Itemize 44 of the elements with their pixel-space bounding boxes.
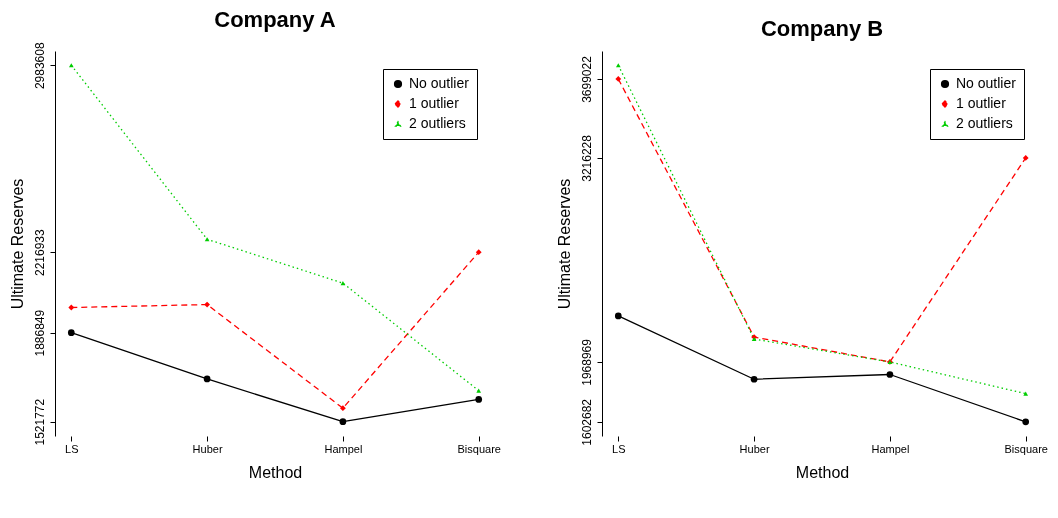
legend-label: 1 outlier — [409, 95, 460, 111]
point — [68, 304, 75, 311]
x-tick-label: Bisquare — [457, 442, 501, 455]
x-tick-label: Huber — [739, 442, 770, 455]
x-tick-label: LS — [612, 442, 626, 455]
point — [476, 388, 482, 393]
point — [203, 375, 211, 383]
x-tick-label: Huber — [192, 442, 223, 455]
chart-title: Company B — [760, 16, 884, 41]
y-tick-label: 3699022 — [579, 55, 594, 103]
point — [614, 312, 622, 320]
point — [475, 249, 482, 256]
y-tick-label: 1968969 — [579, 338, 594, 386]
legend-label: 2 outliers — [956, 115, 1013, 131]
legend-label: No outlier — [409, 75, 470, 91]
y-tick-label: 1886849 — [32, 309, 47, 357]
y-tick-label: 2216933 — [32, 228, 47, 277]
point — [204, 301, 210, 308]
x-tick-label: Hampel — [324, 442, 363, 455]
point — [339, 418, 347, 426]
x-axis-title: Method — [795, 463, 850, 481]
legend-label: 2 outliers — [409, 115, 466, 131]
y-tick-label: 2983608 — [32, 42, 47, 90]
point — [67, 329, 75, 336]
x-tick-label: LS — [65, 442, 79, 455]
y-tick-label: 3216228 — [579, 134, 594, 182]
point — [615, 76, 622, 82]
point — [340, 281, 346, 286]
y-axis-title: Ultimate Reserves — [8, 178, 26, 310]
legend-label: No outlier — [956, 75, 1017, 91]
legend-label: 1 outlier — [956, 95, 1007, 111]
point — [475, 396, 483, 403]
y-tick-label: 1521772 — [32, 398, 47, 446]
point — [1022, 418, 1030, 426]
x-axis-title: Method — [248, 463, 303, 481]
point — [750, 375, 758, 383]
y-tick-label: 1602682 — [579, 398, 594, 446]
point — [886, 371, 894, 378]
y-axis-title: Ultimate Reserves — [555, 178, 573, 310]
point — [1022, 155, 1029, 161]
point — [1023, 391, 1029, 396]
chart-title: Company A — [214, 6, 336, 32]
x-tick-label: Hampel — [871, 442, 910, 455]
x-tick-label: Bisquare — [1004, 442, 1048, 455]
